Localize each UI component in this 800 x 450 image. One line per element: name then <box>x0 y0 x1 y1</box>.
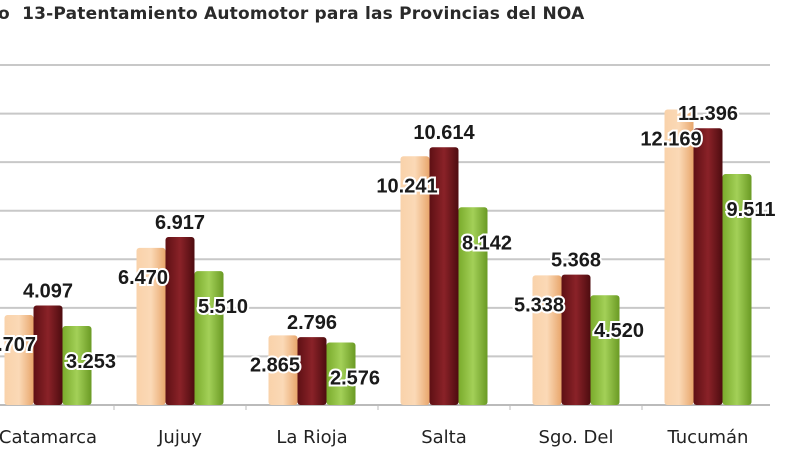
bar[interactable] <box>297 337 327 405</box>
data-label: 4.097 <box>23 281 73 303</box>
bar[interactable] <box>326 342 356 405</box>
category-label: Sgo. Del <box>539 427 614 448</box>
data-label: 3.707 <box>0 334 36 356</box>
data-label: 4.520 <box>594 320 644 342</box>
bar[interactable] <box>400 156 430 405</box>
bar[interactable] <box>561 274 591 405</box>
data-label: 5.368 <box>551 250 601 272</box>
data-label: 9.511 <box>727 199 776 221</box>
bar[interactable] <box>4 314 34 405</box>
category-label: La Rioja <box>276 427 347 448</box>
bar[interactable] <box>33 305 63 405</box>
data-label: 2.865 <box>250 354 300 376</box>
bar[interactable] <box>590 295 620 405</box>
bar[interactable] <box>664 109 694 406</box>
data-label: 6.470 <box>118 267 168 289</box>
bar[interactable] <box>62 325 92 405</box>
category-label: Tucumán <box>667 427 749 448</box>
bar[interactable] <box>165 237 195 405</box>
data-label: 12.169 <box>640 128 701 150</box>
bar[interactable] <box>136 247 166 405</box>
data-label: 6.917 <box>155 212 205 234</box>
data-label: 11.396 <box>678 103 738 125</box>
data-label: 2.796 <box>287 312 337 334</box>
bar[interactable] <box>429 147 459 405</box>
category-label: Jujuy <box>157 427 202 448</box>
category-label: Salta <box>421 427 467 448</box>
data-label: 10.241 <box>376 175 437 197</box>
data-label: 3.253 <box>66 351 116 373</box>
data-label: 5.510 <box>198 296 248 318</box>
data-label: 8.142 <box>462 232 512 254</box>
data-label: 10.614 <box>413 122 475 144</box>
chart-title: o 13-Patentamiento Automotor para las Pr… <box>0 4 585 24</box>
data-label: 5.338 <box>514 294 564 316</box>
bar[interactable] <box>532 275 562 405</box>
bar[interactable] <box>194 271 224 405</box>
bar[interactable] <box>458 207 488 405</box>
bar[interactable] <box>722 174 752 405</box>
category-label: Catamarca <box>0 427 97 448</box>
data-label: 2.576 <box>330 367 380 389</box>
bar[interactable] <box>268 335 298 405</box>
bar[interactable] <box>693 128 723 406</box>
